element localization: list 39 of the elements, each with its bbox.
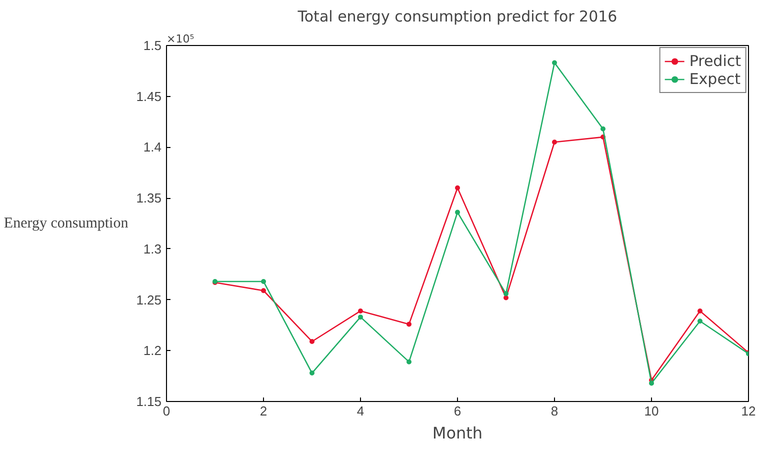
- point: [310, 370, 314, 376]
- point: [698, 318, 702, 324]
- point: [698, 308, 702, 314]
- point: [261, 288, 266, 294]
- y-tick-label: 1.4: [143, 140, 162, 155]
- point: [649, 380, 654, 386]
- point: [261, 278, 266, 284]
- y-tick-label: 1.45: [136, 88, 162, 104]
- x-tick-label: 10: [644, 404, 659, 418]
- y-tick-label: 1.3: [143, 241, 162, 256]
- legend-label: Expect: [689, 70, 741, 88]
- y-axis-title: Energy consumption: [4, 216, 129, 232]
- x-axis-title: Month: [432, 424, 483, 442]
- point: [552, 60, 557, 66]
- point: [310, 338, 314, 344]
- x-tick-label: 8: [550, 404, 558, 418]
- y-tick-label: 1.25: [136, 292, 162, 308]
- point: [455, 210, 460, 215]
- x-tick-label: 6: [454, 404, 462, 418]
- point: [504, 295, 508, 300]
- text: ×10⁵: [166, 32, 194, 46]
- x-tick-label: 0: [162, 404, 170, 418]
- point: [600, 126, 606, 132]
- point: [358, 308, 363, 314]
- point: [406, 359, 412, 364]
- chart-title: Total energy consumption predict for 2016: [296, 8, 618, 26]
- point: [406, 322, 412, 327]
- x-tick-label: 12: [741, 404, 756, 418]
- y-tick-label: 1.35: [136, 190, 162, 206]
- point: [455, 185, 460, 190]
- y-tick-label: 1.15: [136, 394, 162, 409]
- x-tick-label: 4: [356, 404, 364, 418]
- x-tick-label: 2: [260, 404, 268, 418]
- point: [552, 140, 557, 145]
- point: [358, 314, 363, 320]
- legend-label: Predict: [689, 52, 741, 70]
- y-tick-label: 1.2: [143, 343, 162, 358]
- point: [504, 291, 508, 296]
- y-tick-label: 1.5: [143, 38, 162, 53]
